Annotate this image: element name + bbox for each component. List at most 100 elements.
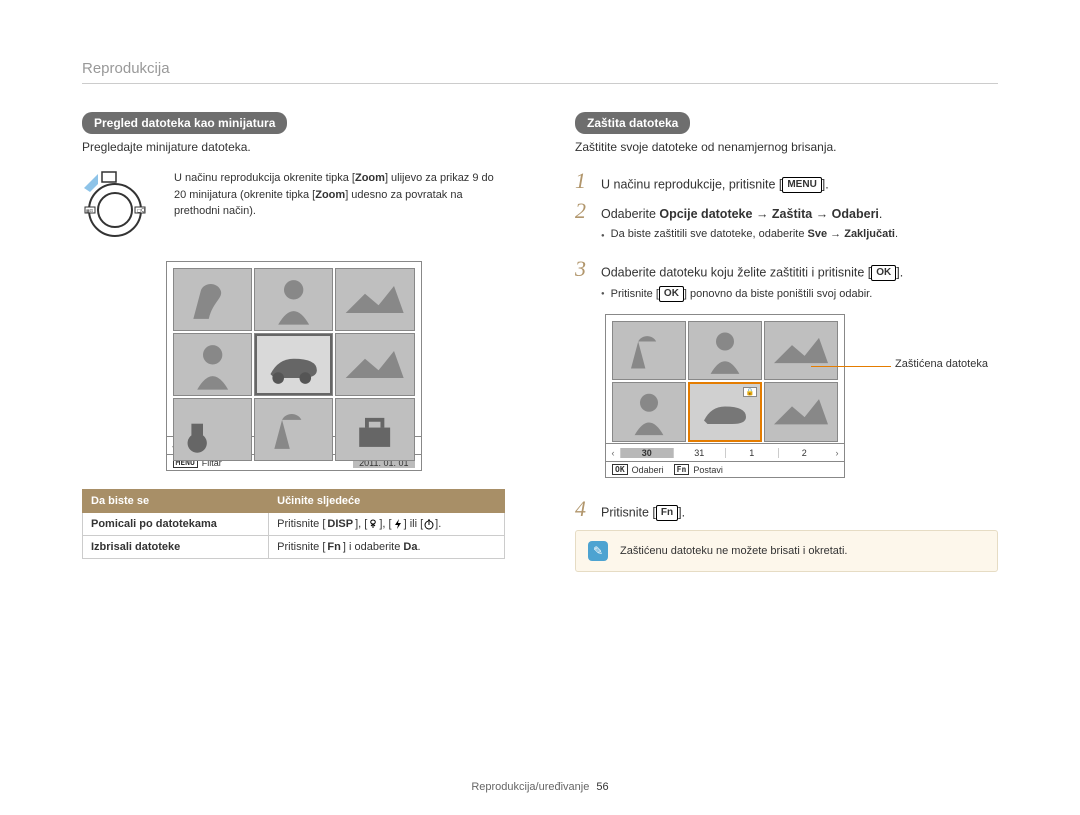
txt: U načinu reprodukcije, pritisnite [ [601, 177, 782, 191]
step-3-sub: Pritisnite [OK] ponovno da biste poništi… [601, 286, 998, 302]
thumb [173, 333, 252, 396]
cal-day: 1 [725, 448, 778, 458]
zoom-instruction: ▦⊡ ◻Q U načinu reprodukcija okrenite tip… [82, 170, 505, 243]
left-heading-pill: Pregled datoteka kao minijatura [82, 112, 287, 134]
note-text: Zaštićenu datoteku ne možete brisati i o… [620, 545, 847, 557]
callout-line [811, 366, 891, 367]
txt: . [417, 541, 420, 553]
select-label: Odaberi [632, 465, 664, 475]
txt-bold: Zaključati [844, 228, 895, 240]
txt: Pritisnite [ [601, 505, 656, 519]
txt-bold: Sve [808, 228, 828, 240]
thumb [254, 398, 333, 461]
ok-key-icon: OK [612, 464, 628, 475]
step-number: 4 [575, 496, 601, 522]
zoom-instruction-text: U načinu reprodukcija okrenite tipka [Zo… [174, 170, 505, 220]
txt: ]. [822, 177, 829, 191]
flash-icon [392, 518, 404, 530]
txt: Da biste zaštitili sve datoteke, odaberi… [611, 228, 808, 240]
txt-bold: Opcije datoteke [659, 207, 752, 221]
step-2: 2 Odaberite Opcije datoteke → Zaštita → … [575, 198, 998, 224]
arrow: → [812, 207, 831, 221]
zoom-kw: Zoom [315, 189, 345, 201]
th-to: Da biste se [83, 490, 269, 513]
th-do: Učinite sljedeće [269, 490, 505, 513]
protected-file-preview: 🔒 ‹ 30 31 1 2 › OKOdaberi FnPosta [605, 314, 998, 478]
txt: ] i odaberite [343, 541, 404, 553]
page-footer: Reprodukcija/uređivanje 56 [0, 781, 1080, 793]
protect-badge-icon: 🔒 [743, 387, 757, 397]
set-label: Postavi [693, 465, 723, 475]
txt: Pritisnite [ [277, 541, 325, 553]
thumb-selected [254, 333, 333, 396]
txt: ], [ [355, 518, 367, 530]
timer-icon [423, 518, 435, 530]
row-delete-key: Izbrisali datoteke [83, 536, 269, 559]
txt-bold: Zaštita [772, 207, 812, 221]
cal-next-icon: › [830, 448, 844, 458]
thumb-protected: 🔒 [688, 382, 762, 442]
step-1: 1 U načinu reprodukcije, pritisnite [MEN… [575, 168, 998, 194]
two-column-layout: Pregled datoteka kao minijatura Pregleda… [82, 112, 998, 572]
thumb [173, 268, 252, 331]
thumb [612, 321, 686, 380]
txt: U načinu reprodukcija okrenite tipka [ [174, 172, 355, 184]
calendar-bar: ‹ 30 31 1 2 › [605, 444, 845, 462]
txt: . [895, 228, 898, 240]
page-section-title: Reprodukcija [82, 60, 998, 84]
thumb [173, 398, 252, 461]
step-4: 4 Pritisnite [Fn]. [575, 496, 998, 522]
thumb [688, 321, 762, 380]
ok-button-icon: OK [659, 286, 684, 302]
step-number: 1 [575, 168, 601, 194]
fn-button-icon: Fn [656, 505, 678, 521]
preview-footer: OK Odaberi FnPostavi [605, 462, 845, 478]
info-note: ✎ Zaštićenu datoteku ne možete brisati i… [575, 530, 998, 572]
arrow: → [827, 228, 844, 240]
fn-key-icon: Fn [674, 464, 690, 475]
thumb [764, 382, 838, 442]
svg-text:▦⊡: ▦⊡ [86, 208, 93, 213]
txt: ]. [896, 265, 903, 279]
txt: Odaberite datoteku koju želite zaštititi… [601, 265, 871, 279]
info-icon: ✎ [588, 541, 608, 561]
row-delete-action: Pritisnite [Fn] i odaberite Da. [269, 536, 505, 559]
right-column: Zaštita datoteka Zaštitite svoje datotek… [575, 112, 998, 572]
action-table: Da biste se Učinite sljedeće Pomicali po… [82, 489, 505, 559]
page-number: 56 [596, 781, 608, 793]
arrow: → [752, 207, 771, 221]
disp-key-icon: DISP [325, 518, 355, 530]
thumb [612, 382, 686, 442]
cal-day: 30 [620, 448, 673, 458]
zoom-kw: Zoom [355, 172, 385, 184]
txt: ]. [678, 505, 685, 519]
txt: Pritisnite [ [611, 288, 659, 300]
ok-button-icon: OK [871, 265, 896, 281]
left-column: Pregled datoteka kao minijatura Pregleda… [82, 112, 505, 572]
step-number: 3 [575, 256, 601, 282]
steps-list: 1 U načinu reprodukcije, pritisnite [MEN… [575, 168, 998, 522]
svg-text:◻Q: ◻Q [137, 208, 145, 214]
step-number: 2 [575, 198, 601, 224]
step-3: 3 Odaberite datoteku koju želite zaštiti… [575, 256, 998, 282]
txt: ], [ [379, 518, 391, 530]
left-lead: Pregledajte minijature datoteka. [82, 140, 505, 154]
menu-button-icon: MENU [782, 177, 821, 193]
fn-key-icon: Fn [325, 541, 342, 553]
thumbnail-grid-preview: ‹ 30 31 1 2 › MENUFiltar 2011. 01. 01 [166, 261, 422, 471]
txt: Odaberite [601, 207, 659, 221]
thumb [335, 268, 414, 331]
macro-icon [367, 518, 379, 530]
txt-bold: Odaberi [832, 207, 879, 221]
right-heading-pill: Zaštita datoteka [575, 112, 690, 134]
txt-bold: Da [403, 541, 417, 553]
txt: ] ili [ [404, 518, 424, 530]
row-move-key: Pomicali po datotekama [83, 513, 269, 536]
txt: . [879, 207, 882, 221]
txt: ]. [435, 518, 441, 530]
thumb [764, 321, 838, 380]
right-lead: Zaštitite svoje datoteke od nenamjernog … [575, 140, 998, 154]
txt: Pritisnite [ [277, 518, 325, 530]
zoom-dial-icon: ▦⊡ ◻Q [82, 170, 162, 243]
callout-label: Zaštićena datoteka [895, 358, 988, 370]
